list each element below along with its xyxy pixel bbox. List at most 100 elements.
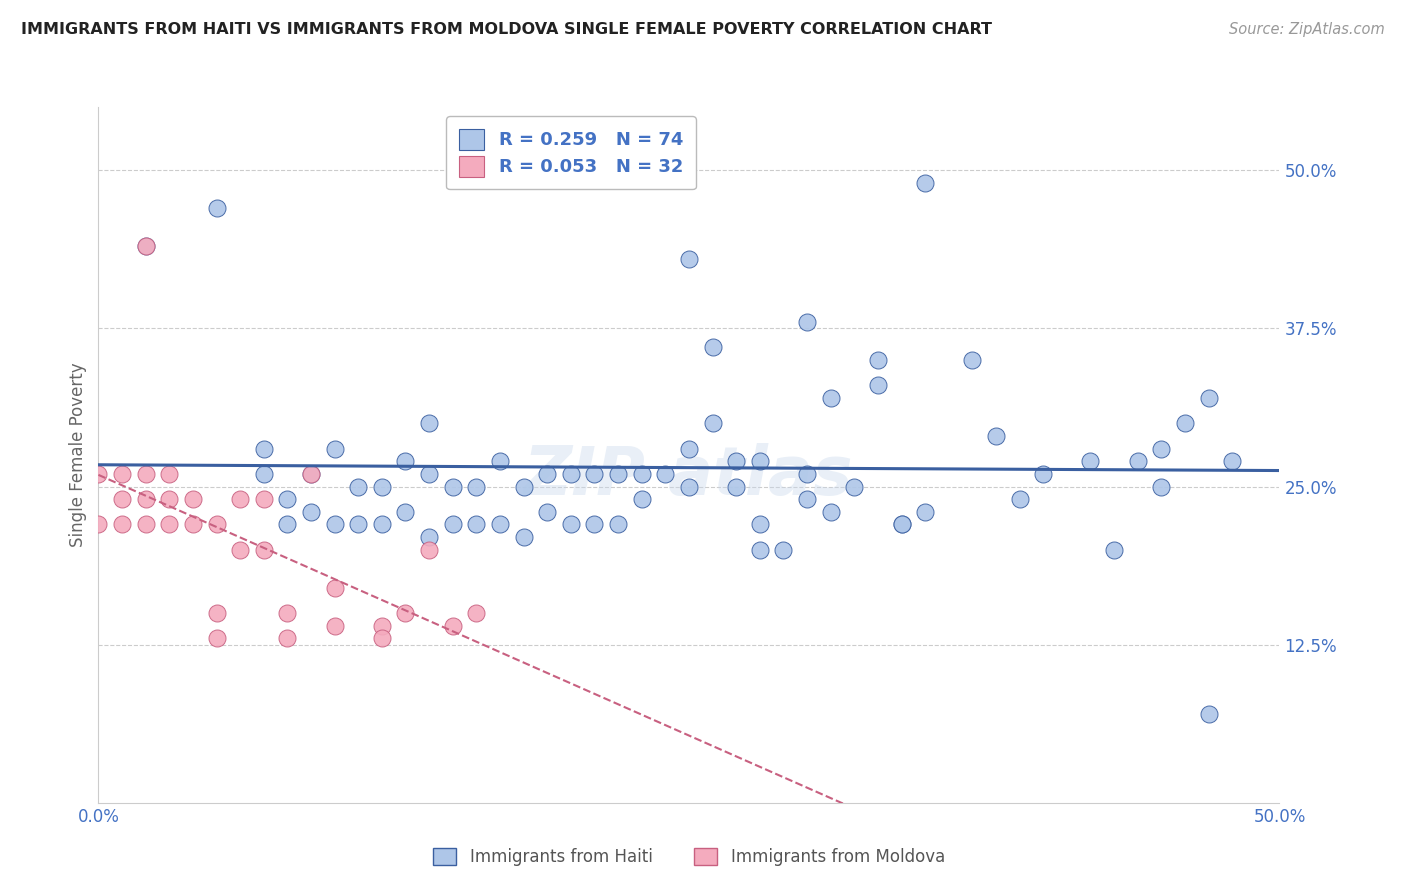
Point [489,517,512,532]
Point [748,517,770,532]
Point [725,479,748,493]
Point [1150,442,1173,456]
Point [371,517,394,532]
Point [725,454,748,468]
Point [276,517,298,532]
Point [702,417,724,431]
Point [87,467,110,481]
Point [1198,391,1220,405]
Point [465,606,488,620]
Point [418,417,440,431]
Point [205,201,228,215]
Point [135,467,157,481]
Point [229,542,252,557]
Point [418,530,440,544]
Point [157,467,180,481]
Point [371,479,394,493]
Point [394,505,416,519]
Point [205,632,228,646]
Point [441,479,464,493]
Point [111,467,134,481]
Point [253,442,276,456]
Point [796,492,818,507]
Point [914,176,936,190]
Point [772,542,794,557]
Point [135,239,157,253]
Point [890,517,912,532]
Text: Source: ZipAtlas.com: Source: ZipAtlas.com [1229,22,1385,37]
Text: IMMIGRANTS FROM HAITI VS IMMIGRANTS FROM MOLDOVA SINGLE FEMALE POVERTY CORRELATI: IMMIGRANTS FROM HAITI VS IMMIGRANTS FROM… [21,22,993,37]
Point [866,353,889,368]
Point [583,517,606,532]
Point [607,467,630,481]
Point [276,606,298,620]
Point [299,505,322,519]
Point [205,606,228,620]
Point [157,492,180,507]
Point [276,492,298,507]
Point [253,492,276,507]
Point [583,467,606,481]
Point [87,517,110,532]
Legend: Immigrants from Haiti, Immigrants from Moldova: Immigrants from Haiti, Immigrants from M… [425,839,953,874]
Point [890,517,912,532]
Point [253,467,276,481]
Point [914,505,936,519]
Point [418,467,440,481]
Point [418,542,440,557]
Point [1102,542,1125,557]
Point [560,517,582,532]
Point [347,479,370,493]
Point [1150,479,1173,493]
Point [678,479,700,493]
Point [135,492,157,507]
Point [323,618,346,632]
Point [1008,492,1031,507]
Point [299,467,322,481]
Point [512,530,534,544]
Point [181,517,204,532]
Point [205,517,228,532]
Point [560,467,582,481]
Y-axis label: Single Female Poverty: Single Female Poverty [69,363,87,547]
Point [465,517,488,532]
Point [371,618,394,632]
Point [489,454,512,468]
Point [276,632,298,646]
Point [1080,454,1102,468]
Point [1032,467,1054,481]
Point [536,505,558,519]
Point [441,517,464,532]
Point [157,517,180,532]
Point [111,517,134,532]
Point [1126,454,1149,468]
Text: ZIP atlas: ZIP atlas [524,442,853,508]
Point [1220,454,1243,468]
Point [441,618,464,632]
Point [1174,417,1197,431]
Point [1198,707,1220,722]
Point [135,239,157,253]
Point [323,442,346,456]
Point [181,492,204,507]
Point [820,391,842,405]
Point [984,429,1007,443]
Point [678,252,700,266]
Point [111,492,134,507]
Point [347,517,370,532]
Point [299,467,322,481]
Point [323,517,346,532]
Point [323,581,346,595]
Point [962,353,984,368]
Point [796,315,818,329]
Point [229,492,252,507]
Point [371,632,394,646]
Point [630,467,652,481]
Point [630,492,652,507]
Point [394,454,416,468]
Point [135,517,157,532]
Point [512,479,534,493]
Point [820,505,842,519]
Point [844,479,866,493]
Point [702,340,724,354]
